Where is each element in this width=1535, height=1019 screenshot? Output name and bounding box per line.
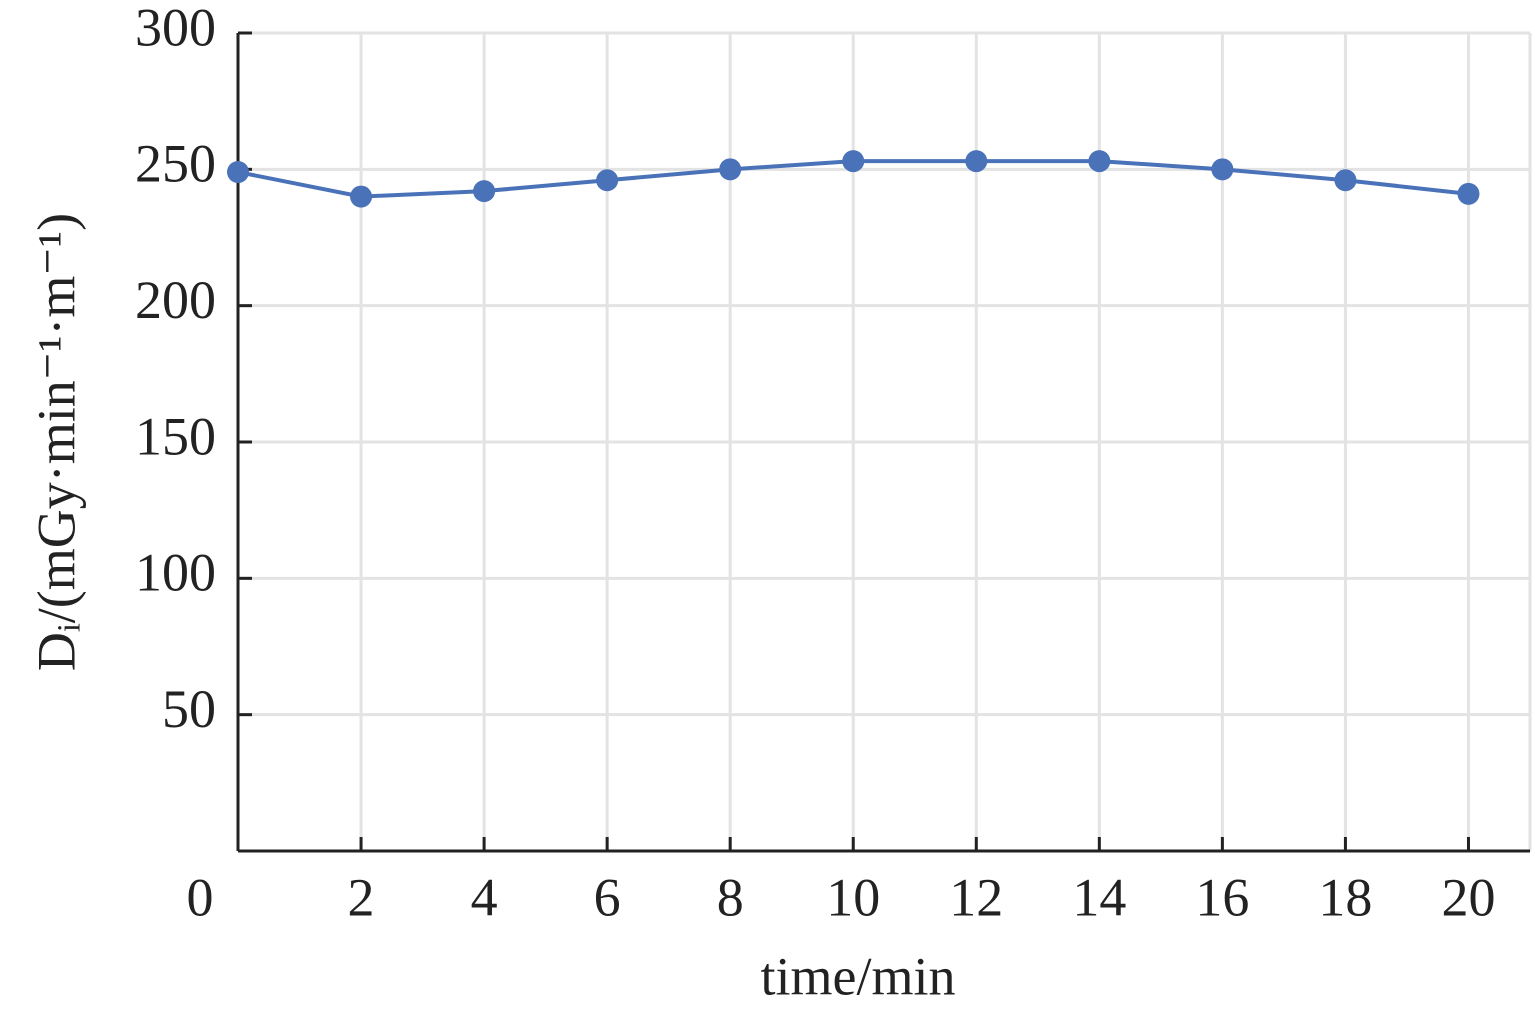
data-point	[350, 185, 373, 208]
x-tick-label: 6	[594, 867, 621, 927]
y-tick-label: 200	[135, 270, 216, 330]
data-point	[1457, 182, 1480, 205]
data-point	[1334, 169, 1357, 192]
y-axis-label: Dᵢ/(mGy·min⁻¹·m⁻¹)	[26, 213, 86, 671]
x-tick-label: 10	[826, 867, 880, 927]
x-tick-label: 8	[717, 867, 744, 927]
x-axis-label: time/min	[761, 946, 956, 1006]
x-tick-label: 0	[187, 867, 214, 927]
data-point	[965, 150, 988, 173]
x-tick-label: 18	[1318, 867, 1372, 927]
y-tick-label: 50	[162, 679, 216, 739]
data-point	[719, 158, 742, 181]
data-point	[1211, 158, 1234, 181]
y-tick-label: 300	[135, 0, 216, 57]
data-point	[596, 169, 619, 192]
x-tick-label: 20	[1441, 867, 1495, 927]
x-tick-label: 14	[1072, 867, 1126, 927]
x-tick-label: 4	[471, 867, 498, 927]
x-tick-label: 16	[1195, 867, 1249, 927]
y-tick-label: 150	[135, 406, 216, 466]
x-tick-label: 2	[348, 867, 375, 927]
y-tick-label: 250	[135, 134, 216, 194]
data-point	[227, 161, 249, 184]
data-point	[842, 150, 865, 173]
data-point	[473, 180, 496, 203]
data-point	[1088, 150, 1111, 173]
y-tick-label: 100	[135, 543, 216, 603]
x-tick-label: 12	[949, 867, 1003, 927]
